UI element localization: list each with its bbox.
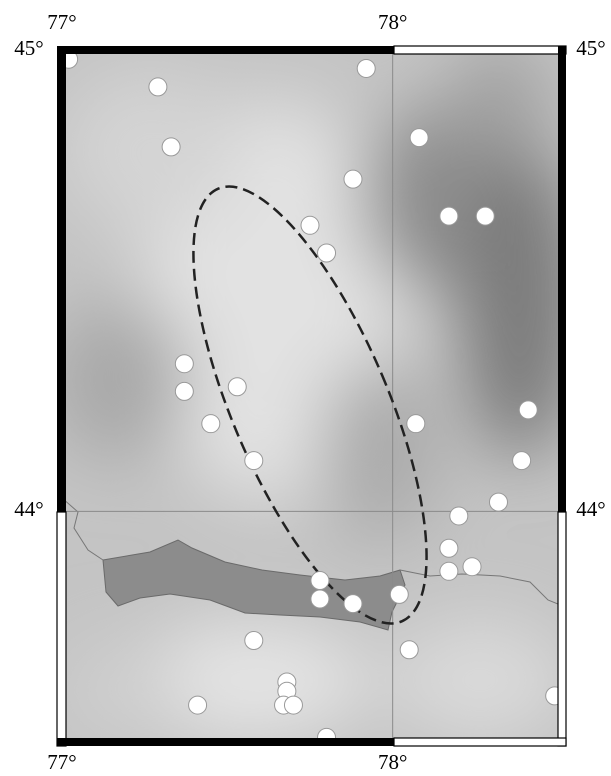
station xyxy=(439,206,459,226)
station xyxy=(545,686,558,706)
station xyxy=(399,640,419,660)
station xyxy=(174,381,194,401)
y-tick-label: 44° xyxy=(14,497,43,521)
station xyxy=(439,561,459,581)
station xyxy=(227,377,247,397)
station xyxy=(439,538,459,558)
station xyxy=(389,584,409,604)
shoreline xyxy=(62,497,104,561)
terrain xyxy=(62,50,558,742)
station xyxy=(244,451,264,471)
x-tick-label: 77° xyxy=(47,10,76,34)
station xyxy=(161,137,181,157)
station xyxy=(283,695,303,715)
x-tick-label: 77° xyxy=(47,750,76,774)
station xyxy=(449,506,469,526)
station xyxy=(188,695,208,715)
shoreline xyxy=(399,569,558,605)
station xyxy=(300,215,320,235)
y-tick-label: 45° xyxy=(14,36,43,60)
station xyxy=(475,206,495,226)
frame xyxy=(56,45,567,747)
x-tick-label: 78° xyxy=(378,750,407,774)
station xyxy=(488,492,508,512)
station xyxy=(343,169,363,189)
lake xyxy=(102,539,406,631)
station xyxy=(317,243,337,263)
station xyxy=(310,589,330,609)
station xyxy=(512,451,532,471)
station xyxy=(406,414,426,434)
station xyxy=(518,400,538,420)
station xyxy=(174,354,194,374)
station xyxy=(356,58,376,78)
station xyxy=(244,631,264,651)
x-tick-label: 78° xyxy=(378,10,407,34)
station xyxy=(201,414,221,434)
error-ellipse xyxy=(192,185,428,625)
station xyxy=(343,594,363,614)
station xyxy=(409,128,429,148)
y-tick-label: 44° xyxy=(576,497,605,521)
station xyxy=(462,557,482,577)
y-tick-label: 45° xyxy=(576,36,605,60)
station xyxy=(310,571,330,591)
station xyxy=(148,77,168,97)
